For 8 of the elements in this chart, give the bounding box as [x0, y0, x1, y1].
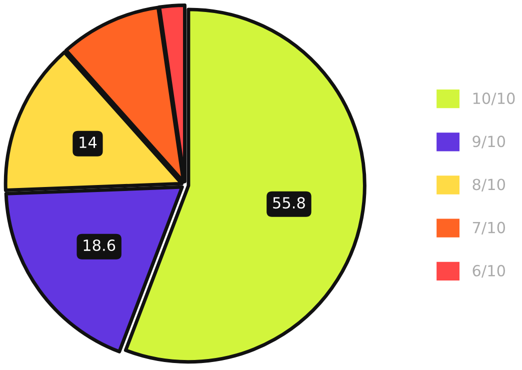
- legend-label: 8/10: [472, 178, 506, 192]
- legend-label: 10/10: [473, 92, 515, 106]
- legend-label: 6/10: [472, 264, 506, 278]
- legend-label: 7/10: [472, 222, 506, 235]
- legend-label: 9/10: [472, 136, 506, 148]
- data-label: 14: [80, 136, 97, 148]
- data-label: 55.8: [273, 197, 305, 209]
- data-label: 18.6: [84, 239, 116, 252]
